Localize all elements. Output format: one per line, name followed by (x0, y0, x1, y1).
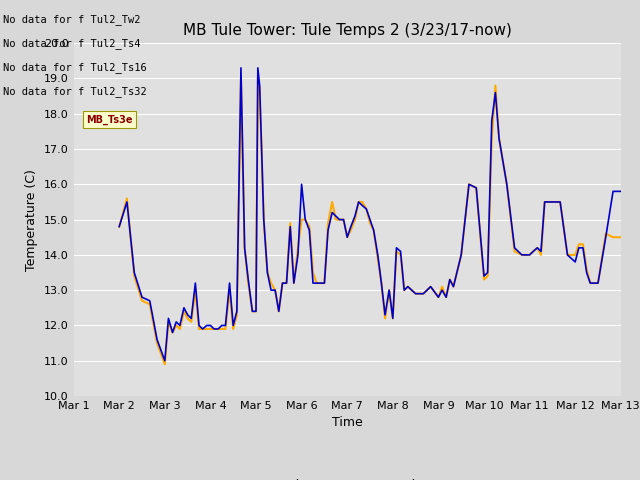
Tul2_Ts-8 (495, 135, 503, 141)
Line: Tul2_Ts-2: Tul2_Ts-2 (119, 68, 621, 361)
Tul2_Ts-2 (207, 323, 214, 328)
X-axis label: Time: Time (332, 417, 363, 430)
Text: MB_Ts3e: MB_Ts3e (86, 114, 133, 125)
Tul2_Ts-2 (237, 65, 244, 71)
Y-axis label: Temperature (C): Temperature (C) (26, 168, 38, 271)
Tul2_Ts-8 (548, 199, 556, 205)
Tul2_Ts-8 (237, 75, 244, 81)
Tul2_Ts-2 (617, 189, 625, 194)
Tul2_Ts-8 (161, 361, 169, 367)
Text: No data for f Tul2_Tw2: No data for f Tul2_Tw2 (3, 13, 141, 24)
Title: MB Tule Tower: Tule Temps 2 (3/23/17-now): MB Tule Tower: Tule Temps 2 (3/23/17-now… (183, 23, 511, 38)
Tul2_Ts-2 (537, 249, 545, 254)
Tul2_Ts-2 (495, 135, 503, 141)
Text: No data for f Tul2_Ts16: No data for f Tul2_Ts16 (3, 61, 147, 72)
Text: No data for f Tul2_Ts32: No data for f Tul2_Ts32 (3, 85, 147, 96)
Tul2_Ts-8 (207, 326, 214, 332)
Tul2_Ts-2 (332, 213, 340, 219)
Tul2_Ts-8 (332, 216, 340, 222)
Tul2_Ts-8 (115, 224, 123, 229)
Tul2_Ts-2 (548, 199, 556, 205)
Text: No data for f Tul2_Ts4: No data for f Tul2_Ts4 (3, 37, 141, 48)
Tul2_Ts-2 (184, 312, 191, 318)
Tul2_Ts-8 (184, 315, 191, 321)
Tul2_Ts-2 (115, 224, 123, 229)
Tul2_Ts-8 (617, 234, 625, 240)
Tul2_Ts-8 (537, 252, 545, 258)
Legend: Tul2_Ts-2, Tul2_Ts-8: Tul2_Ts-2, Tul2_Ts-8 (236, 473, 459, 480)
Tul2_Ts-2 (161, 358, 169, 364)
Line: Tul2_Ts-8: Tul2_Ts-8 (119, 78, 621, 364)
